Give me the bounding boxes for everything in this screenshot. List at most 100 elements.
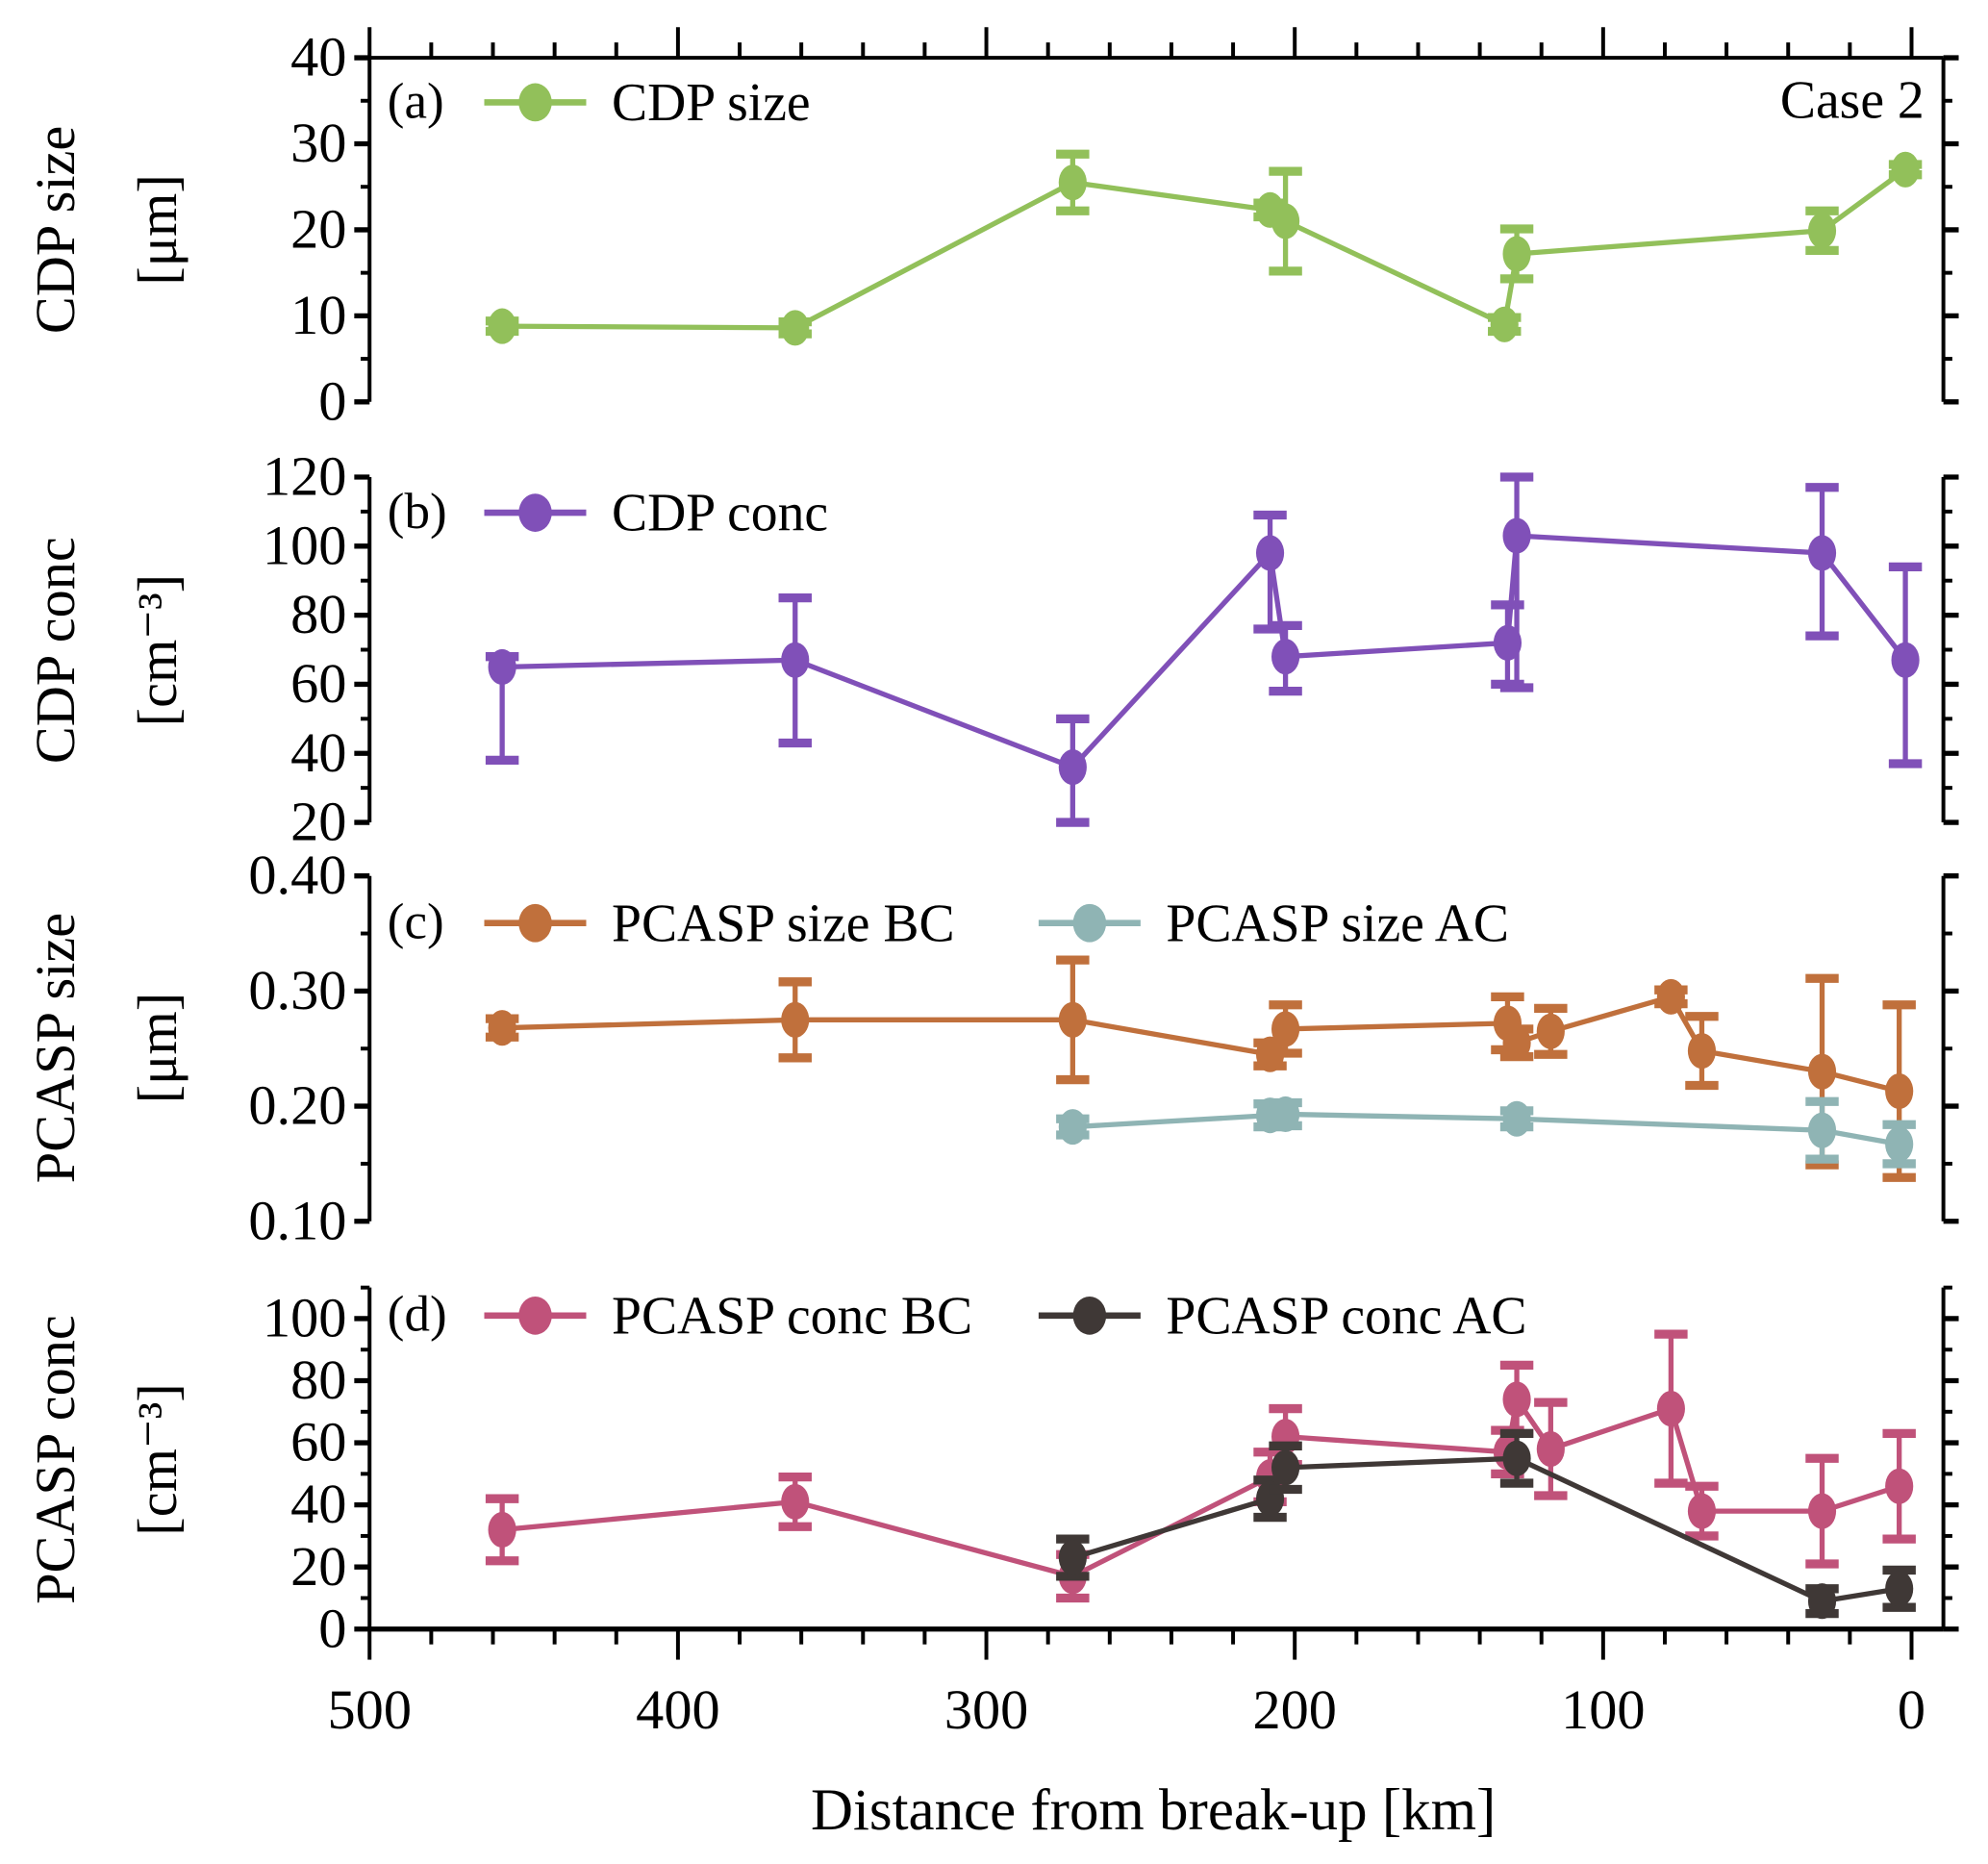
data-point (1536, 1430, 1565, 1468)
y-tick-label: 30 (290, 112, 346, 174)
y-tick-label: 40 (290, 1473, 346, 1535)
legend-label: PCASP conc AC (1166, 1286, 1526, 1346)
y-tick-label: 10 (290, 284, 346, 346)
y-tick-label: 100 (263, 514, 346, 576)
legend-label: CDP conc (612, 484, 828, 543)
data-point (1807, 213, 1837, 249)
x-tick-label: 100 (1561, 1678, 1645, 1741)
panel-tag: (d) (388, 1287, 447, 1343)
data-point (1891, 642, 1920, 678)
series-pcasp-size-ac (1056, 1096, 1916, 1169)
data-point (1885, 1468, 1914, 1504)
y-axis-label: PCASP size (24, 913, 87, 1183)
series-pcasp-conc-ac (1056, 1428, 1916, 1620)
data-point (1271, 1449, 1300, 1486)
panel-tag: (c) (388, 894, 444, 950)
y-axis-unit: [cm⁻³] (126, 574, 189, 726)
y-tick-label: 0.20 (248, 1074, 346, 1137)
data-point (1807, 1493, 1837, 1529)
x-tick-label: 0 (1898, 1678, 1925, 1741)
data-point (1536, 1013, 1565, 1049)
data-point (1687, 1033, 1717, 1070)
case-annotation: Case 2 (1780, 70, 1925, 130)
series-line (1072, 1111, 1900, 1147)
data-point (1687, 1493, 1717, 1529)
data-point (1255, 535, 1285, 571)
y-tick-label: 100 (263, 1287, 346, 1349)
x-tick-label: 200 (1252, 1678, 1336, 1741)
x-tick-label: 400 (636, 1678, 719, 1741)
data-point (1502, 236, 1531, 272)
data-point (781, 642, 810, 678)
panel-tag: (b) (388, 484, 447, 540)
y-axis-label: PCASP conc (24, 1315, 87, 1604)
data-point (1807, 535, 1837, 571)
y-tick-label: 0 (318, 369, 346, 432)
data-point (1656, 978, 1685, 1015)
y-tick-label: 80 (290, 1348, 346, 1411)
legend-marker (1072, 1296, 1107, 1335)
data-point (1271, 639, 1300, 675)
y-tick-label: 80 (290, 583, 346, 645)
legend-label: PCASP size BC (612, 894, 955, 953)
y-axis-label: CDP size (24, 126, 87, 334)
data-point (1656, 1391, 1685, 1427)
y-tick-label: 20 (290, 197, 346, 260)
legend-label: PCASP conc BC (612, 1286, 972, 1346)
y-tick-label: 0.30 (248, 959, 346, 1021)
panel-c: 0.10 0.20 0.30 0.40 PCASP size [μm] (c) PCASP s… (24, 844, 1959, 1251)
legend-marker (518, 83, 552, 122)
y-tick-label: 0.10 (248, 1189, 346, 1251)
data-point (1271, 203, 1300, 239)
legend-marker (1072, 903, 1107, 943)
data-point (1885, 1571, 1914, 1607)
series-pcasp-size-bc (485, 955, 1916, 1182)
legend-marker (518, 1296, 552, 1335)
series-pcasp-conc-bc (485, 1329, 1916, 1603)
panel-tag: (a) (388, 73, 444, 129)
data-point (1502, 517, 1531, 554)
data-point (1891, 151, 1920, 188)
data-point (1502, 1440, 1531, 1476)
data-point (1058, 1109, 1087, 1146)
y-tick-label: 40 (290, 721, 346, 784)
data-point (488, 308, 516, 344)
data-point (1807, 1053, 1837, 1090)
y-tick-label: 20 (290, 791, 346, 853)
panel-a: 0 10 20 30 40 CDP size [μm] (a) CDP size (24, 26, 1959, 432)
y-tick-label: 0.40 (248, 844, 346, 906)
series-line (502, 167, 1907, 331)
data-point (488, 1010, 516, 1046)
data-point (488, 1511, 516, 1549)
y-tick-label: 60 (290, 1411, 346, 1474)
data-point (1058, 749, 1087, 786)
data-point (1058, 1539, 1087, 1576)
data-point (1885, 1072, 1914, 1110)
y-tick-label: 20 (290, 1535, 346, 1598)
y-tick-label: 40 (290, 26, 346, 88)
data-point (781, 310, 810, 346)
data-point (1058, 164, 1087, 201)
x-tick-label: 300 (944, 1678, 1028, 1741)
data-point (1885, 1126, 1914, 1163)
x-axis-label: Distance from break-up [km] (811, 1778, 1496, 1843)
data-point (1502, 1100, 1531, 1137)
series-line (502, 533, 1908, 770)
data-point (1502, 1381, 1531, 1418)
series-cdp-size (485, 149, 1923, 346)
data-point (1807, 1583, 1837, 1620)
x-axis: 500 400 300 200 100 0 (328, 27, 1944, 1741)
y-axis-unit: [μm] (126, 993, 189, 1103)
x-tick-label: 500 (328, 1678, 412, 1741)
data-point (1502, 1024, 1531, 1061)
legend-marker (518, 493, 552, 532)
data-point (1058, 1001, 1087, 1038)
y-axis-label: CDP conc (24, 537, 87, 764)
legend-label: CDP size (612, 73, 811, 133)
legend-label: PCASP size AC (1166, 894, 1509, 953)
series-line (1071, 1455, 1900, 1604)
data-point (1807, 1112, 1837, 1148)
